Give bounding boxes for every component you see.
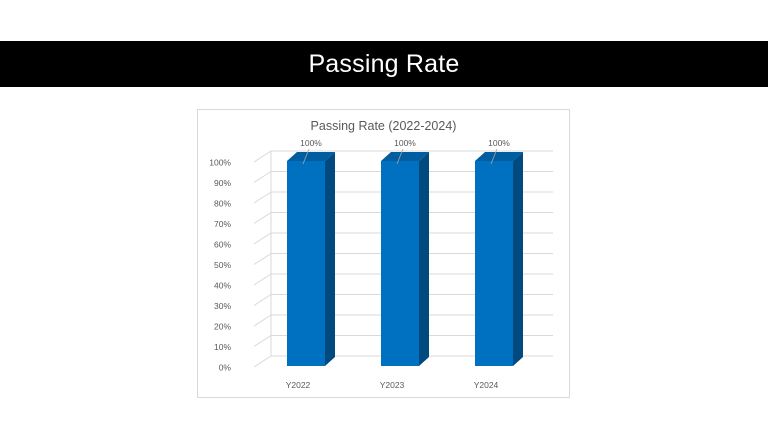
y-tick-label: 70% (214, 219, 231, 229)
bar (287, 161, 325, 366)
bar-side (325, 152, 335, 366)
gridline-side (253, 273, 272, 286)
y-tick-label: 20% (214, 322, 231, 332)
y-tick-label: 80% (214, 199, 231, 209)
y-tick-label: 40% (214, 281, 231, 291)
y-tick-label: 10% (214, 342, 231, 352)
gridline-side (253, 335, 272, 347)
data-label-leader (302, 148, 310, 165)
bar-side (419, 152, 429, 366)
chart-plot: 0% 10% 20% 30% 40% 50% 60% 70% 80% 90% 100% 100% Y20… (209, 138, 553, 390)
gridline-side (253, 253, 272, 265)
bar-top (381, 152, 429, 161)
y-tick-label: 100% (209, 158, 231, 168)
gridline-side (253, 314, 272, 327)
bar-top (475, 152, 523, 161)
chart-title: Passing Rate (2022-2024) (310, 119, 457, 133)
y-tick-label: 50% (214, 260, 231, 270)
slide-title-bar: Passing Rate (0, 41, 768, 87)
data-label: 100% (488, 138, 510, 148)
bar (475, 161, 513, 366)
data-label-leader (396, 148, 404, 165)
gridline-side (253, 171, 272, 183)
data-label: 100% (300, 138, 322, 148)
data-label-leader (490, 148, 498, 165)
chart-area: Passing Rate (2022-2024) 0% 10% 20% 30% 40% 5… (197, 109, 570, 398)
bar (381, 161, 419, 366)
gridline-side (253, 191, 272, 204)
gridline-side (253, 150, 272, 163)
gridline-side (253, 355, 272, 368)
gridline-side (253, 294, 272, 306)
y-tick-label: 60% (214, 240, 231, 250)
slide-title: Passing Rate (308, 49, 460, 78)
bar-top (287, 152, 335, 161)
y-tick-label: 90% (214, 178, 231, 188)
x-tick-label: Y2023 (380, 380, 405, 390)
y-tick-label: 30% (214, 301, 231, 311)
gridline-side (253, 212, 272, 224)
x-tick-label: Y2022 (286, 380, 311, 390)
y-tick-label: 0% (219, 363, 232, 373)
gridline-side (253, 232, 272, 245)
bar-side (513, 152, 523, 366)
x-tick-label: Y2024 (474, 380, 499, 390)
data-label: 100% (394, 138, 416, 148)
